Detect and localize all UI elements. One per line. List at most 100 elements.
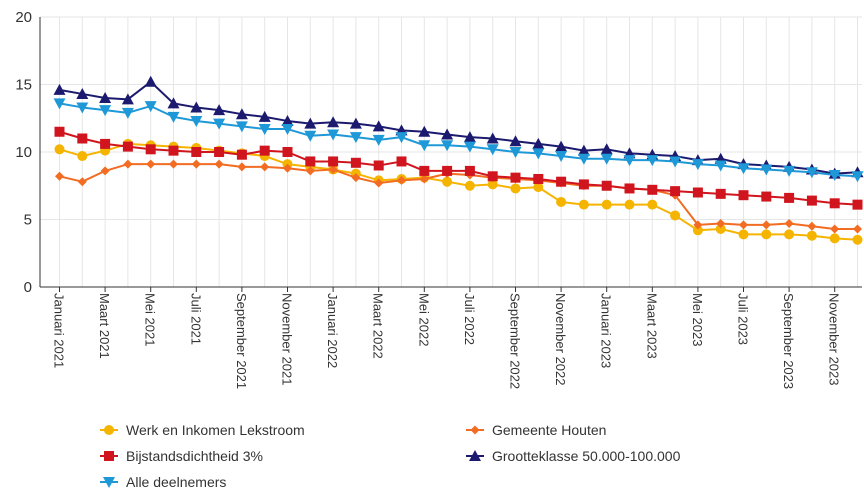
data-point[interactable]: [691, 159, 704, 171]
data-point[interactable]: [714, 160, 727, 172]
data-point[interactable]: [304, 117, 317, 129]
data-point[interactable]: [373, 160, 384, 171]
data-point[interactable]: [144, 75, 157, 87]
data-point[interactable]: [145, 144, 156, 155]
data-point[interactable]: [669, 156, 682, 168]
data-point[interactable]: [121, 93, 134, 105]
data-point[interactable]: [419, 165, 430, 176]
data-point[interactable]: [99, 105, 112, 117]
data-point[interactable]: [715, 188, 726, 199]
data-point[interactable]: [260, 162, 270, 172]
data-point[interactable]: [738, 190, 749, 201]
data-point[interactable]: [851, 171, 864, 183]
data-point[interactable]: [167, 97, 180, 109]
data-point[interactable]: [396, 156, 407, 167]
data-point[interactable]: [692, 225, 703, 236]
data-point[interactable]: [328, 165, 338, 175]
data-point[interactable]: [190, 115, 203, 127]
data-point[interactable]: [761, 191, 772, 202]
data-point[interactable]: [349, 132, 362, 144]
data-point[interactable]: [761, 229, 772, 240]
data-point[interactable]: [214, 147, 225, 157]
data-point[interactable]: [692, 187, 703, 198]
data-point[interactable]: [258, 110, 271, 122]
data-point[interactable]: [784, 192, 795, 203]
data-point[interactable]: [716, 219, 726, 229]
data-point[interactable]: [509, 147, 522, 158]
data-point[interactable]: [283, 163, 292, 173]
data-point[interactable]: [77, 177, 87, 187]
data-point[interactable]: [784, 219, 794, 229]
legend-item[interactable]: Werk en Inkomen Lekstroom: [100, 422, 305, 438]
data-point[interactable]: [304, 130, 317, 142]
data-point[interactable]: [670, 186, 681, 197]
data-point[interactable]: [532, 148, 545, 160]
data-point[interactable]: [578, 199, 589, 210]
data-point[interactable]: [144, 101, 157, 113]
data-point[interactable]: [213, 104, 226, 116]
data-point[interactable]: [258, 124, 271, 136]
data-point[interactable]: [807, 221, 817, 231]
data-point[interactable]: [623, 155, 636, 167]
data-point[interactable]: [510, 172, 521, 183]
data-point[interactable]: [99, 92, 112, 103]
data-point[interactable]: [555, 140, 568, 152]
data-point[interactable]: [600, 153, 613, 165]
data-point[interactable]: [647, 199, 658, 210]
data-point[interactable]: [624, 199, 635, 210]
data-point[interactable]: [463, 131, 476, 143]
data-point[interactable]: [374, 178, 384, 188]
data-point[interactable]: [191, 159, 201, 169]
data-point[interactable]: [77, 151, 88, 162]
data-point[interactable]: [214, 159, 224, 169]
data-point[interactable]: [418, 125, 431, 137]
data-point[interactable]: [122, 141, 133, 152]
data-point[interactable]: [486, 132, 499, 144]
data-point[interactable]: [419, 174, 429, 184]
data-point[interactable]: [236, 149, 247, 160]
data-point[interactable]: [76, 87, 89, 99]
data-point[interactable]: [829, 233, 840, 244]
data-point[interactable]: [509, 135, 522, 147]
data-point[interactable]: [372, 134, 385, 146]
data-point[interactable]: [760, 164, 773, 176]
data-point[interactable]: [533, 182, 544, 193]
data-point[interactable]: [646, 155, 659, 167]
legend-item[interactable]: Gemeente Houten: [466, 422, 606, 438]
data-point[interactable]: [852, 234, 863, 245]
data-point[interactable]: [397, 175, 406, 185]
data-point[interactable]: [282, 147, 293, 157]
data-point[interactable]: [190, 101, 203, 113]
data-point[interactable]: [168, 145, 179, 156]
data-point[interactable]: [76, 102, 89, 114]
data-point[interactable]: [53, 83, 66, 95]
data-point[interactable]: [281, 124, 294, 136]
data-point[interactable]: [805, 167, 818, 179]
data-point[interactable]: [123, 159, 133, 169]
data-point[interactable]: [53, 98, 66, 110]
data-point[interactable]: [372, 120, 385, 132]
data-point[interactable]: [487, 179, 498, 190]
data-point[interactable]: [806, 230, 817, 241]
data-point[interactable]: [670, 210, 681, 221]
data-point[interactable]: [351, 173, 361, 183]
data-point[interactable]: [349, 117, 362, 129]
data-point[interactable]: [533, 174, 544, 184]
legend-item[interactable]: Grootteklasse 50.000-100.000: [466, 448, 681, 464]
data-point[interactable]: [350, 157, 361, 168]
data-point[interactable]: [532, 137, 545, 149]
data-point[interactable]: [213, 118, 226, 130]
data-point[interactable]: [259, 145, 270, 156]
data-point[interactable]: [510, 183, 521, 194]
data-point[interactable]: [624, 183, 635, 194]
data-point[interactable]: [464, 165, 475, 176]
data-point[interactable]: [237, 162, 247, 172]
data-point[interactable]: [852, 199, 863, 210]
data-point[interactable]: [54, 126, 65, 137]
data-point[interactable]: [169, 159, 178, 169]
data-point[interactable]: [487, 171, 498, 182]
data-point[interactable]: [235, 108, 248, 120]
data-point[interactable]: [441, 140, 454, 152]
data-point[interactable]: [305, 166, 315, 176]
data-point[interactable]: [442, 176, 453, 187]
